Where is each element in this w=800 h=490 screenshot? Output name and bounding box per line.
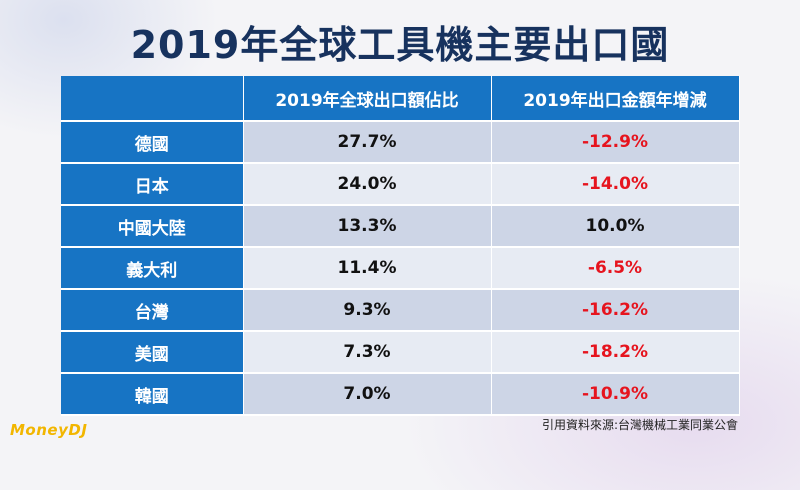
share-cell: 13.3%: [243, 205, 492, 248]
yoy-cell: -14.0%: [491, 163, 740, 206]
country-cell: 美國: [61, 331, 244, 374]
yoy-cell: -12.9%: [491, 121, 740, 164]
share-cell: 24.0%: [243, 163, 492, 206]
table-row: 日本 24.0% -14.0%: [61, 163, 740, 206]
share-cell: 9.3%: [243, 289, 492, 332]
country-cell: 中國大陸: [61, 205, 244, 248]
share-cell: 7.0%: [243, 373, 492, 416]
header-share: 2019年全球出口額佔比: [243, 76, 492, 122]
page-title: 2019年全球工具機主要出口國: [130, 23, 670, 67]
header-yoy: 2019年出口金額年增減: [491, 76, 740, 122]
table-row: 美國 7.3% -18.2%: [61, 331, 740, 374]
yoy-cell: -18.2%: [491, 331, 740, 374]
moneydj-logo: MoneyDJ: [10, 421, 88, 439]
yoy-cell: -6.5%: [491, 247, 740, 290]
share-cell: 7.3%: [243, 331, 492, 374]
country-cell: 義大利: [61, 247, 244, 290]
country-cell: 德國: [61, 121, 244, 164]
table-body: 德國 27.7% -12.9% 日本 24.0% -14.0% 中國大陸 13.3% 10.0%…: [61, 121, 740, 416]
share-cell: 11.4%: [243, 247, 492, 290]
table-row: 義大利 11.4% -6.5%: [61, 247, 740, 290]
source-note: 引用資料來源:台灣機械工業同業公會: [541, 418, 738, 432]
share-cell: 27.7%: [243, 121, 492, 164]
table-row: 中國大陸 13.3% 10.0%: [61, 205, 740, 248]
header-country: [61, 76, 244, 122]
table-row: 德國 27.7% -12.9%: [61, 121, 740, 164]
table-row: 台灣 9.3% -16.2%: [61, 289, 740, 332]
table-header-row: 2019年全球出口額佔比 2019年出口金額年增減: [61, 76, 740, 122]
yoy-cell: -16.2%: [491, 289, 740, 332]
country-cell: 韓國: [61, 373, 244, 416]
export-table: 2019年全球出口額佔比 2019年出口金額年增減 德國 27.7% -12.9% 日…: [61, 76, 740, 416]
yoy-cell: 10.0%: [491, 205, 740, 248]
yoy-cell: -10.9%: [491, 373, 740, 416]
country-cell: 台灣: [61, 289, 244, 332]
table-row: 韓國 7.0% -10.9%: [61, 373, 740, 416]
country-cell: 日本: [61, 163, 244, 206]
